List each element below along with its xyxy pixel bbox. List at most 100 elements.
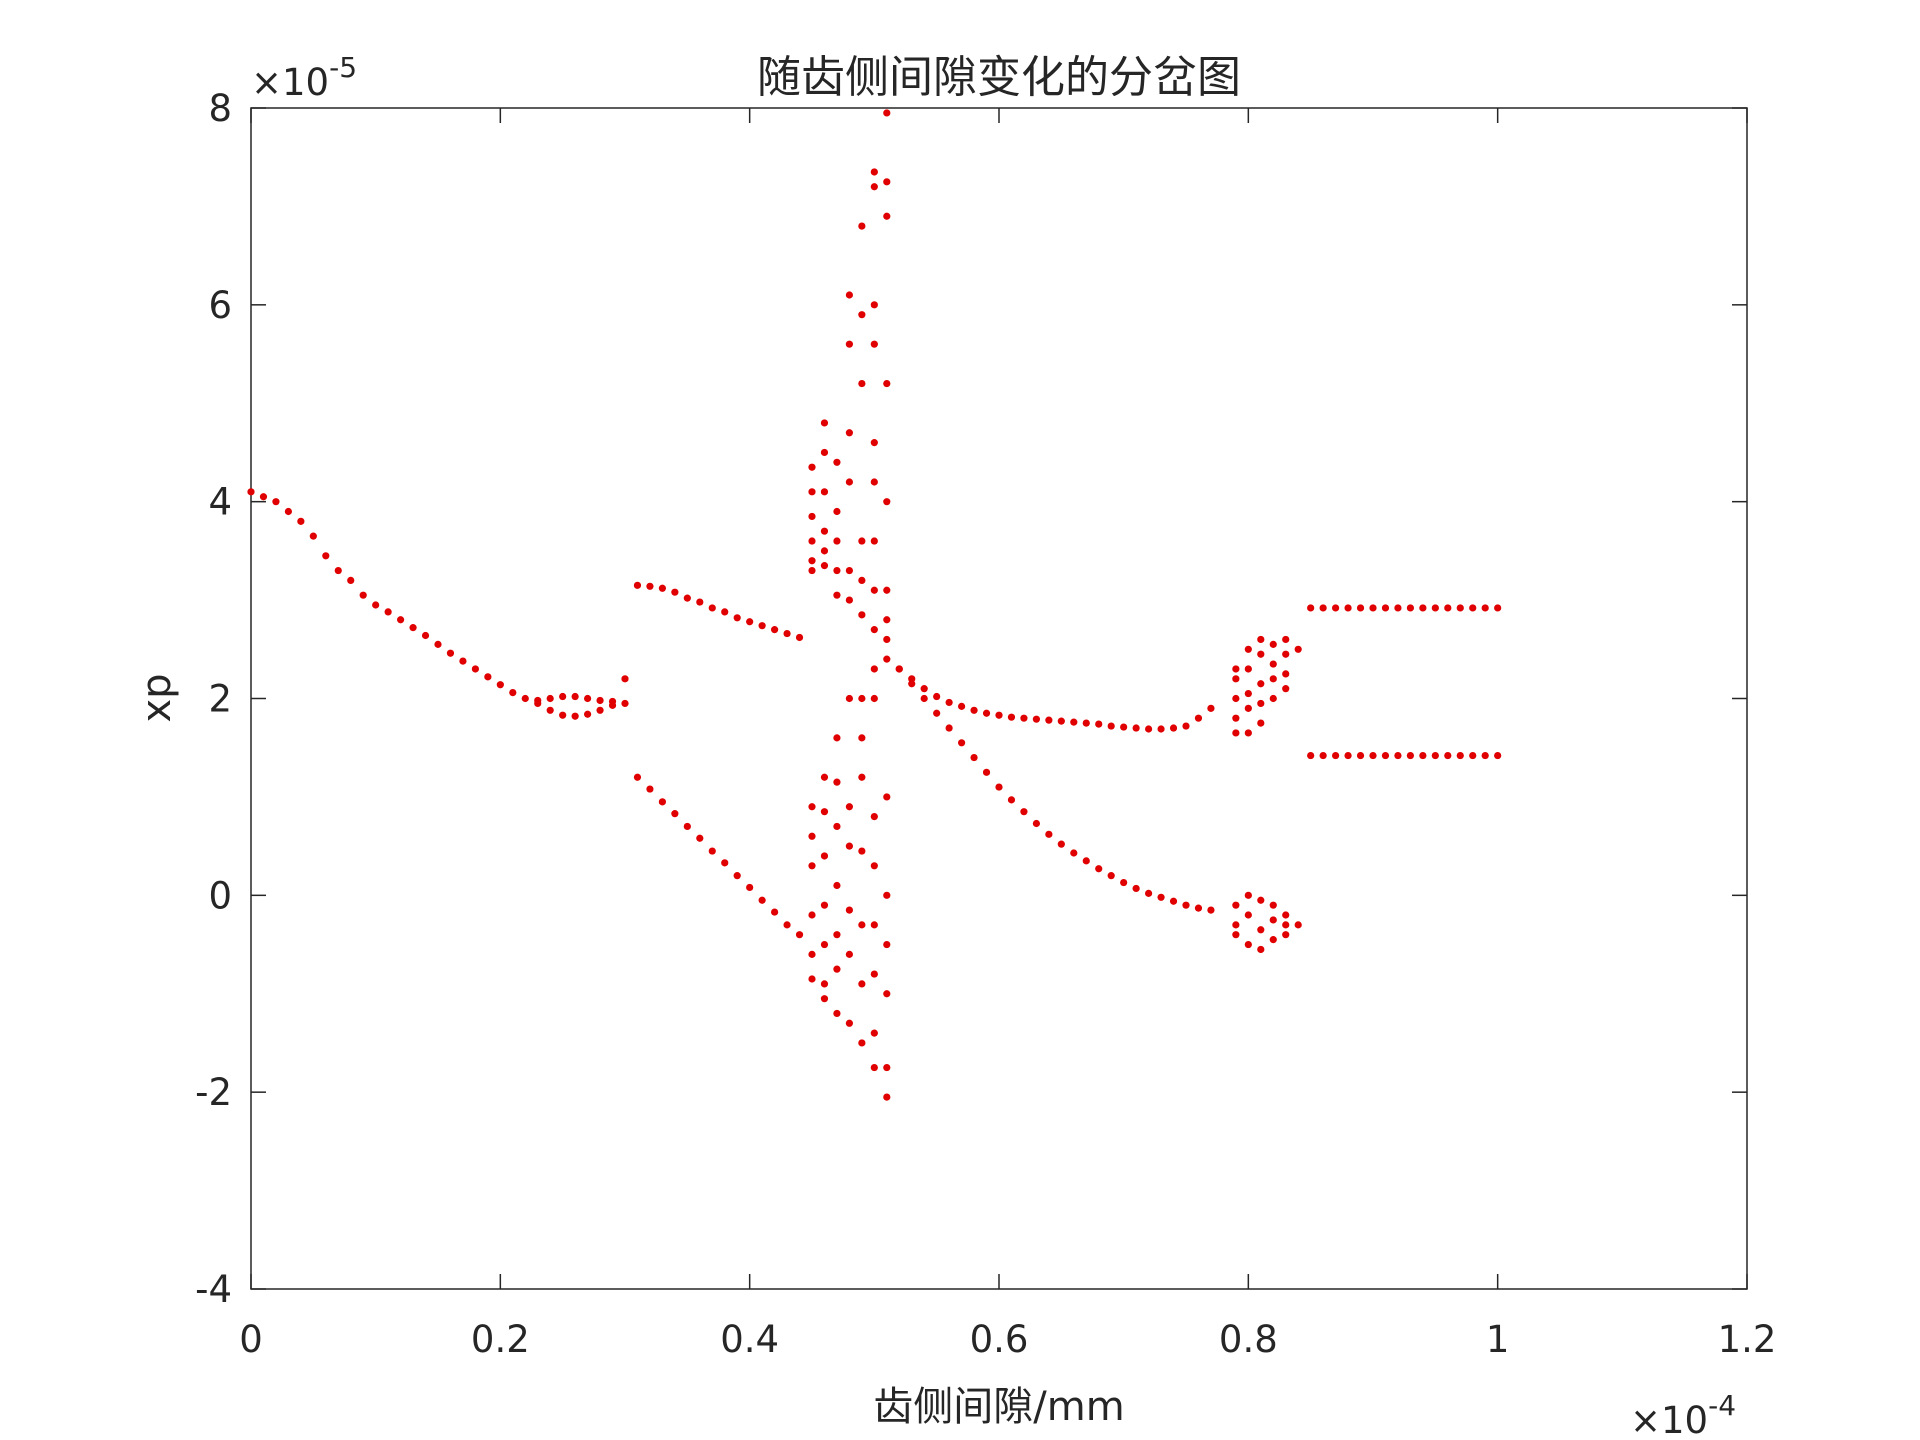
- data-point: [795, 633, 804, 642]
- data-point: [870, 168, 878, 176]
- data-point: [1232, 931, 1240, 939]
- data-point: [1282, 921, 1290, 929]
- data-point: [845, 291, 854, 299]
- data-point: [845, 906, 854, 914]
- data-point: [858, 611, 866, 619]
- data-point: [870, 813, 878, 821]
- data-point: [820, 448, 829, 457]
- data-point: [933, 692, 941, 701]
- data-point: [1157, 725, 1165, 733]
- data-point: [534, 699, 542, 708]
- data-point: [1194, 904, 1203, 912]
- data-point: [833, 591, 841, 599]
- x-tick-label: 0.8: [1219, 1318, 1278, 1361]
- data-point: [683, 594, 691, 602]
- data-point: [883, 109, 891, 117]
- data-point: [1269, 916, 1277, 924]
- data-point: [870, 340, 878, 348]
- data-point: [845, 478, 854, 486]
- data-point: [633, 581, 642, 589]
- data-point: [833, 881, 841, 890]
- data-point: [771, 626, 779, 634]
- data-point: [1356, 604, 1365, 612]
- data-point: [1070, 849, 1078, 857]
- data-point: [870, 970, 878, 978]
- data-point: [1307, 751, 1315, 760]
- data-point: [858, 379, 866, 388]
- data-point: [1045, 716, 1053, 724]
- data-point: [409, 624, 417, 632]
- data-point: [696, 598, 704, 606]
- data-point: [1045, 830, 1053, 838]
- data-point: [808, 566, 816, 575]
- data-point: [1007, 713, 1016, 721]
- data-point: [870, 921, 878, 929]
- data-point: [633, 773, 642, 781]
- data-point: [1282, 911, 1290, 919]
- data-point: [446, 649, 455, 657]
- data-point: [1257, 896, 1265, 904]
- chart-title: 随齿侧间隙变化的分岔图: [757, 52, 1241, 103]
- data-point: [870, 478, 878, 486]
- data-point: [1182, 722, 1190, 730]
- data-point: [521, 694, 529, 703]
- data-point: [845, 596, 854, 604]
- y-tick-label: -2: [195, 1071, 232, 1114]
- data-point: [546, 706, 554, 714]
- data-point: [1344, 751, 1352, 760]
- data-point: [1145, 725, 1153, 733]
- data-point: [808, 832, 816, 840]
- data-point: [1157, 893, 1165, 901]
- data-point: [1431, 751, 1439, 760]
- data-point: [1269, 936, 1277, 944]
- data-point: [1332, 604, 1340, 612]
- data-point: [845, 950, 854, 958]
- data-point: [1207, 704, 1215, 712]
- data-point: [1120, 878, 1128, 887]
- data-point: [833, 734, 841, 742]
- data-point: [1456, 751, 1464, 760]
- data-point: [808, 803, 816, 811]
- data-point: [1444, 604, 1452, 612]
- data-point: [1294, 645, 1302, 653]
- data-point: [471, 665, 479, 673]
- data-point: [820, 852, 829, 860]
- y-tick-label: 8: [208, 87, 232, 130]
- data-point: [845, 429, 854, 437]
- data-point: [1169, 897, 1178, 905]
- data-point: [808, 862, 816, 870]
- x-scale-label: ×10-4: [1630, 1389, 1736, 1440]
- data-point: [808, 557, 816, 565]
- data-point: [658, 584, 667, 592]
- data-point: [1107, 872, 1115, 880]
- data-point: [870, 183, 878, 191]
- data-point: [708, 604, 716, 612]
- data-point: [883, 586, 891, 594]
- data-point: [608, 701, 617, 709]
- data-point: [1244, 729, 1252, 737]
- data-point: [820, 940, 829, 949]
- data-point: [1020, 808, 1028, 816]
- data-point: [372, 601, 380, 609]
- data-point: [833, 1009, 841, 1018]
- data-point: [858, 576, 866, 585]
- data-point: [571, 712, 579, 720]
- data-point: [596, 706, 604, 714]
- data-point: [309, 532, 317, 540]
- data-point: [397, 616, 405, 624]
- data-point: [1132, 884, 1140, 893]
- data-point: [696, 834, 704, 842]
- data-point: [1282, 685, 1290, 693]
- data-point: [833, 566, 841, 575]
- x-tick-label: 1: [1486, 1318, 1510, 1361]
- y-tick-label: 2: [208, 678, 232, 721]
- data-point: [883, 616, 891, 624]
- y-axis-label: xp: [134, 673, 180, 722]
- data-point: [596, 696, 604, 705]
- data-point: [833, 822, 841, 831]
- data-point: [870, 694, 878, 703]
- data-point: [284, 507, 292, 516]
- data-point: [1194, 714, 1203, 722]
- data-point: [1095, 865, 1103, 873]
- data-point: [1207, 906, 1215, 914]
